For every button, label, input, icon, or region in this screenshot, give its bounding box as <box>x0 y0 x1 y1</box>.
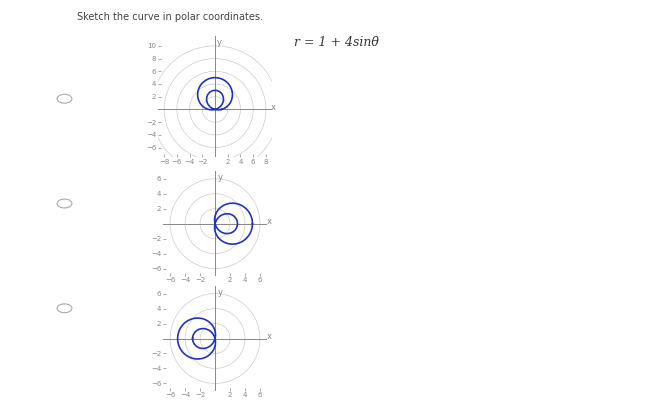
Text: x: x <box>266 217 271 226</box>
Text: Sketch the curve in polar coordinates.: Sketch the curve in polar coordinates. <box>77 12 263 22</box>
Text: r = 1 + 4sinθ: r = 1 + 4sinθ <box>294 36 378 49</box>
Text: y: y <box>217 173 222 182</box>
Text: y: y <box>217 288 222 297</box>
Text: y: y <box>217 38 222 48</box>
Text: x: x <box>266 332 271 341</box>
Text: x: x <box>271 103 276 112</box>
